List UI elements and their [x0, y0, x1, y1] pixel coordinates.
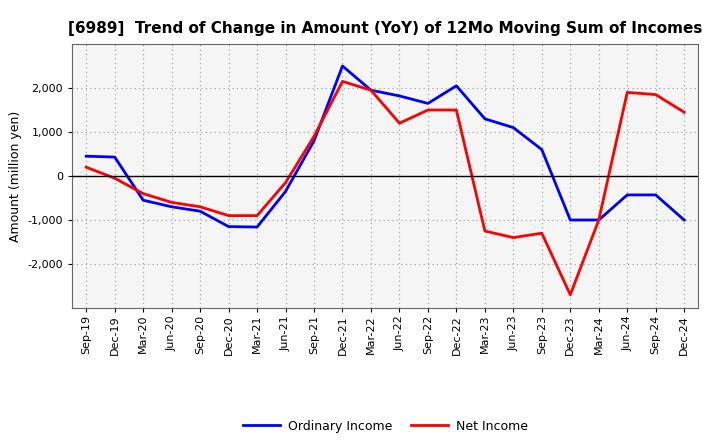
Ordinary Income — [338, 63, 347, 69]
Net Income — [423, 107, 432, 113]
Ordinary Income — [509, 125, 518, 130]
Ordinary Income — [225, 224, 233, 229]
Ordinary Income — [423, 101, 432, 106]
Net Income — [110, 176, 119, 181]
Net Income — [225, 213, 233, 218]
Net Income — [395, 121, 404, 126]
Ordinary Income — [452, 83, 461, 88]
Net Income — [652, 92, 660, 97]
Net Income — [253, 213, 261, 218]
Ordinary Income — [595, 217, 603, 223]
Net Income — [680, 110, 688, 115]
Net Income — [282, 180, 290, 185]
Ordinary Income — [253, 224, 261, 230]
Net Income — [566, 292, 575, 297]
Title: [6989]  Trend of Change in Amount (YoY) of 12Mo Moving Sum of Incomes: [6989] Trend of Change in Amount (YoY) o… — [68, 21, 703, 36]
Ordinary Income — [139, 198, 148, 203]
Ordinary Income — [82, 154, 91, 159]
Ordinary Income — [196, 209, 204, 214]
Ordinary Income — [480, 116, 489, 121]
Ordinary Income — [623, 192, 631, 198]
Ordinary Income — [537, 147, 546, 152]
Net Income — [196, 204, 204, 209]
Ordinary Income — [310, 138, 318, 143]
Ordinary Income — [110, 154, 119, 160]
Line: Net Income: Net Income — [86, 81, 684, 295]
Line: Ordinary Income: Ordinary Income — [86, 66, 684, 227]
Ordinary Income — [366, 88, 375, 93]
Net Income — [537, 231, 546, 236]
Net Income — [480, 228, 489, 234]
Ordinary Income — [566, 217, 575, 223]
Net Income — [623, 90, 631, 95]
Net Income — [452, 107, 461, 113]
Y-axis label: Amount (million yen): Amount (million yen) — [9, 110, 22, 242]
Ordinary Income — [167, 204, 176, 209]
Net Income — [310, 134, 318, 139]
Ordinary Income — [680, 217, 688, 223]
Ordinary Income — [282, 189, 290, 194]
Net Income — [595, 217, 603, 223]
Net Income — [338, 79, 347, 84]
Ordinary Income — [395, 93, 404, 99]
Net Income — [509, 235, 518, 240]
Net Income — [167, 200, 176, 205]
Net Income — [139, 191, 148, 196]
Net Income — [82, 165, 91, 170]
Legend: Ordinary Income, Net Income: Ordinary Income, Net Income — [238, 414, 533, 437]
Ordinary Income — [652, 192, 660, 198]
Net Income — [366, 88, 375, 93]
